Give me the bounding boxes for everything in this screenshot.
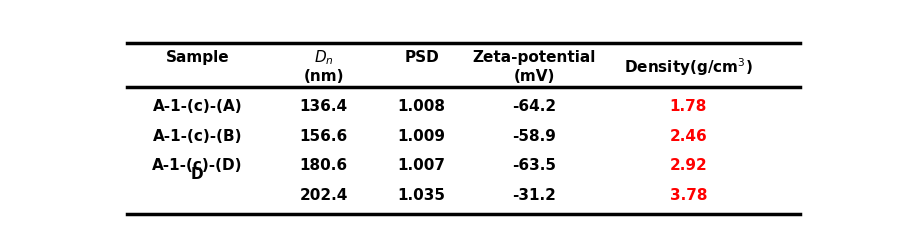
Text: 3.78: 3.78 xyxy=(670,188,707,203)
Text: 136.4: 136.4 xyxy=(300,99,348,114)
Text: Density(g/cm$^3$): Density(g/cm$^3$) xyxy=(624,56,753,78)
Text: -64.2: -64.2 xyxy=(512,99,556,114)
Text: 202.4: 202.4 xyxy=(300,188,348,203)
Text: 156.6: 156.6 xyxy=(300,129,348,144)
Text: 2.46: 2.46 xyxy=(670,129,707,144)
Text: 1.035: 1.035 xyxy=(397,188,446,203)
Text: Sample: Sample xyxy=(166,50,229,65)
Text: 1.007: 1.007 xyxy=(397,158,446,173)
Text: (mV): (mV) xyxy=(513,69,555,84)
Text: -63.5: -63.5 xyxy=(512,158,556,173)
Text: 180.6: 180.6 xyxy=(300,158,348,173)
Text: 2.92: 2.92 xyxy=(670,158,707,173)
Text: A-1-(c)-(A): A-1-(c)-(A) xyxy=(152,99,243,114)
Text: 1.008: 1.008 xyxy=(397,99,446,114)
Text: -58.9: -58.9 xyxy=(512,129,556,144)
Text: 1.009: 1.009 xyxy=(397,129,446,144)
Text: $D_n$: $D_n$ xyxy=(314,48,333,67)
Text: 1.78: 1.78 xyxy=(670,99,707,114)
Text: -31.2: -31.2 xyxy=(512,188,556,203)
Text: D: D xyxy=(191,167,204,182)
Text: A-1-(c)-(D): A-1-(c)-(D) xyxy=(152,158,243,173)
Text: Zeta-potential: Zeta-potential xyxy=(472,50,595,65)
Text: A-1-(c)-(B): A-1-(c)-(B) xyxy=(153,129,242,144)
Text: PSD: PSD xyxy=(405,50,439,65)
Text: (nm): (nm) xyxy=(303,69,344,84)
